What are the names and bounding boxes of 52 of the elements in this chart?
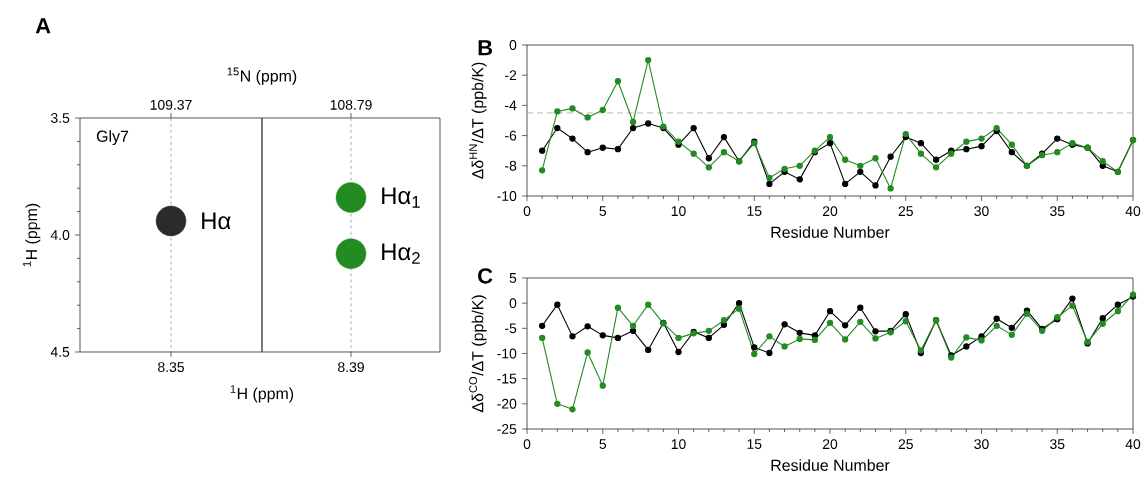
x-tick-label: 40 (1125, 206, 1141, 217)
y-axis-title: $^{1}$H (ppm) (23, 203, 41, 267)
x-tick-label: 0 (523, 439, 531, 450)
y-tick-label: -25 (497, 424, 517, 434)
y-tick-label: 3.5 (50, 113, 70, 123)
x-tick-label: 25 (898, 206, 913, 217)
y-tick-label: -5 (505, 323, 517, 334)
y-tick-label: -2 (505, 70, 517, 81)
y-tick-label: -6 (505, 130, 517, 141)
x-axis-title: Residue Number (771, 226, 890, 238)
x-tick-label: 5 (599, 206, 607, 216)
annotation: Hα$_{1}$ (382, 187, 420, 208)
x2-axis-title: $^{15}$N (ppm) (227, 67, 297, 85)
text: 108.79 (330, 99, 372, 110)
x-tick-label: 35 (1050, 439, 1065, 450)
x-tick-label: 8.39 (338, 362, 364, 373)
x-tick-label: 8.35 (158, 362, 184, 373)
x-axis-title: Residue Number (771, 459, 890, 471)
y-tick-label: 4.0 (50, 230, 70, 240)
annotation: Gly7 (96, 130, 129, 146)
x-tick-label: 15 (747, 439, 762, 449)
y-axis-title: Δδ$^{HN}$/ΔT (ppb/K) (469, 62, 487, 179)
x-tick-label: 10 (671, 206, 686, 217)
x-tick-label: 0 (523, 206, 531, 217)
y-tick-label: 0 (509, 40, 517, 50)
text: 109.37 (150, 99, 192, 110)
annotation: Hα (202, 212, 231, 230)
y-tick-label: -20 (497, 398, 517, 409)
x-tick-label: 25 (898, 439, 913, 450)
x-tick-label: 5 (599, 439, 607, 449)
chart-title: B (478, 40, 493, 56)
x-tick-label: 15 (747, 206, 762, 216)
y-tick-label: 0 (509, 298, 517, 309)
y-tick-label: 4.5 (50, 347, 70, 357)
x-tick-label: 40 (1125, 439, 1141, 450)
y-axis-title: Δδ$^{CO}$/ΔT (ppb/K) (469, 295, 487, 413)
y-tick-label: -8 (505, 160, 517, 171)
x-tick-label: 30 (974, 206, 989, 217)
x-axis-title: $^{1}$H (ppm) (230, 385, 294, 403)
x-tick-label: 35 (1050, 206, 1065, 217)
x-tick-label: 30 (974, 439, 989, 450)
y-tick-label: -15 (497, 373, 517, 384)
y-tick-label: -10 (497, 348, 517, 359)
y-tick-label: -10 (497, 191, 517, 201)
x-tick-label: 10 (671, 439, 686, 450)
y-tick-label: 5 (509, 273, 517, 283)
chart-title: C (478, 268, 493, 284)
annotation: Hα$_{2}$ (382, 243, 420, 264)
x-tick-label: 20 (822, 206, 838, 217)
y-tick-label: -4 (505, 100, 517, 111)
chart-title: A (35, 18, 51, 34)
x-tick-label: 20 (822, 439, 838, 450)
